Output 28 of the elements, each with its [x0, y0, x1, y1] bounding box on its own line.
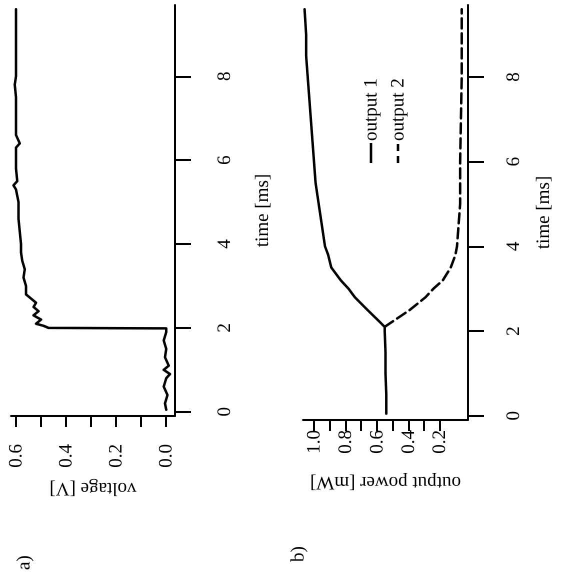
x-tick-label: 0.2	[106, 444, 127, 468]
x-axis-title: voltage [V]	[49, 478, 137, 499]
text: output 2	[388, 78, 408, 141]
text: a)	[14, 555, 34, 570]
y-tick-label: 0	[214, 407, 235, 417]
line-series	[12, 8, 172, 411]
x-tick-label: 0.0	[156, 444, 177, 468]
y-tick-label: 8	[214, 72, 235, 82]
text: b)	[288, 546, 308, 562]
x-tick-label: 1.0	[304, 430, 324, 454]
y-axis-title: time [ms]	[252, 174, 273, 248]
x-tick-label: 0.8	[334, 430, 356, 454]
y-tick-label: 6	[503, 156, 524, 166]
y-tick-label: 2	[503, 326, 524, 336]
x-tick-label: 0.6	[366, 430, 388, 454]
x-tick-label: 0.6	[6, 444, 27, 468]
x-tick-label: 0.2	[429, 430, 450, 454]
y-tick-label: 2	[214, 323, 235, 333]
y-axis-title: time [ms]	[533, 176, 554, 250]
y-tick-label: 4	[503, 241, 524, 252]
y-tick-label: 0	[503, 411, 524, 421]
y-tick-label: 4	[214, 238, 235, 249]
y-tick-label: 6	[214, 155, 235, 165]
text: output 1	[360, 78, 382, 141]
x-tick-label: 0.4	[398, 430, 419, 454]
y-tick-label: 8	[503, 72, 524, 82]
x-axis-title: output power [mW]	[310, 472, 461, 493]
x-tick-label: 0.4	[56, 444, 77, 468]
